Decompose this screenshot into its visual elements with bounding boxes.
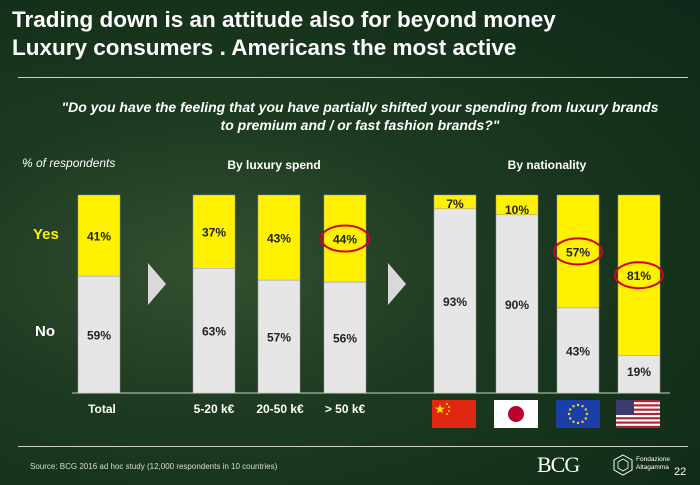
page-number: 22: [674, 466, 687, 478]
bar-no-20-50-k: [257, 279, 301, 394]
bar-yes-total: [77, 194, 121, 277]
source-note: Source: BCG 2016 ad hoc study (12,000 re…: [30, 462, 278, 471]
altagamma-line-2: Altagamma: [636, 464, 669, 471]
data-label-yes-china: 7%: [446, 197, 464, 211]
bar-yes-5-20-k: [192, 194, 236, 269]
bar-no-5-20-k: [192, 268, 236, 394]
china-flag-icon: [432, 400, 476, 428]
data-label-yes-5-20-k: 37%: [202, 226, 226, 240]
data-label-yes-japan: 10%: [505, 203, 529, 217]
highlight-circle-europe: [553, 237, 603, 266]
data-label-yes-total: 41%: [87, 230, 111, 244]
data-label-yes-usa: 81%: [627, 269, 651, 283]
altagamma-logo-text: Fondazione Altagamma: [636, 456, 676, 472]
x-label-20-50k: 20-50 k€: [256, 402, 304, 416]
x-label-total: Total: [88, 402, 116, 416]
data-label-no-china: 93%: [443, 295, 467, 309]
title-line-1: Trading down is an attitude also for bey…: [12, 7, 556, 32]
footer-divider: [18, 446, 688, 447]
title-line-2: Luxury consumers . Americans the most ac…: [12, 35, 517, 60]
bar-yes-20-50-k: [257, 194, 301, 281]
data-label-yes-50-k: 44%: [333, 233, 357, 247]
data-label-yes-20-50-k: 43%: [267, 232, 291, 246]
bar-no-50-k: [323, 281, 367, 394]
x-label-5-20k: 5-20 k€: [193, 402, 235, 416]
altagamma-line-1: Fondazione: [636, 456, 670, 463]
data-label-no-20-50-k: 57%: [267, 331, 291, 345]
survey-question: "Do you have the feeling that you have p…: [61, 99, 659, 133]
bar-no-japan: [495, 214, 539, 394]
title-divider: [18, 77, 688, 78]
bar-no-total: [77, 275, 121, 394]
bar-no-europe: [556, 307, 600, 394]
group-label-luxury-spend: By luxury spend: [227, 158, 321, 172]
percent-of-respondents-label: % of respondents: [22, 156, 116, 170]
bcg-logo: BCG: [537, 452, 580, 477]
row-label-yes: Yes: [33, 226, 59, 243]
altagamma-logo-icon: [613, 454, 633, 476]
data-label-no-50-k: 56%: [333, 332, 357, 346]
arrow-right-icon: [388, 263, 406, 305]
eu-flag-icon: [556, 400, 600, 428]
highlight-circle-50-k: [320, 224, 370, 253]
arrow-right-icon: [148, 263, 166, 305]
x-label-50k-plus: > 50 k€: [324, 402, 366, 416]
bar-yes-usa: [617, 194, 661, 356]
slide-title: Trading down is an attitude also for bey…: [12, 6, 692, 62]
japan-flag-icon: [494, 400, 538, 428]
data-label-no-total: 59%: [87, 329, 111, 343]
data-label-no-europe: 43%: [566, 344, 590, 358]
bar-no-china: [433, 208, 477, 394]
usa-flag-icon: [616, 400, 660, 428]
highlight-circle-usa: [614, 261, 664, 290]
row-label-no: No: [35, 323, 55, 340]
bar-no-usa: [617, 355, 661, 394]
data-label-no-usa: 19%: [627, 365, 651, 379]
data-label-no-japan: 90%: [505, 298, 529, 312]
data-label-yes-europe: 57%: [566, 245, 590, 259]
group-label-nationality: By nationality: [507, 158, 587, 172]
data-label-no-5-20-k: 63%: [202, 325, 226, 339]
